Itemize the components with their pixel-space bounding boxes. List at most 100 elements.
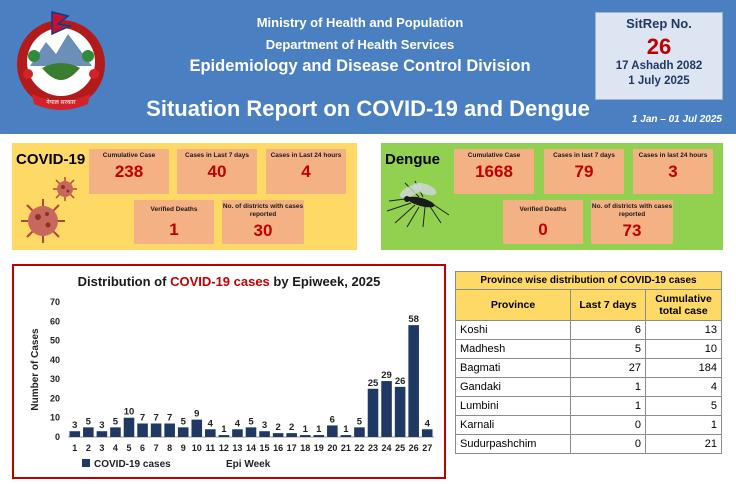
chart-title-suffix: by Epiweek, 2025: [269, 274, 381, 289]
bar-data-label: 25: [368, 378, 379, 389]
last7-cell: 0: [570, 434, 646, 454]
bar-data-label: 2: [289, 422, 294, 433]
column-header: Province: [455, 289, 571, 321]
x-tick-label: 5: [126, 443, 131, 453]
province-name-cell: Lumbini: [455, 396, 571, 416]
bar: [394, 386, 406, 437]
card-label: Verified Deaths: [150, 206, 198, 213]
province-name-cell: Bagmati: [455, 358, 571, 378]
report-period: 1 Jan – 01 Jul 2025: [631, 114, 722, 125]
bar-data-label: 3: [262, 420, 267, 431]
x-tick-label: 9: [181, 443, 186, 453]
bar-data-label: 58: [408, 314, 419, 325]
legend-swatch: [82, 459, 90, 467]
x-tick-label: 17: [287, 443, 297, 453]
table-caption: Province wise distribution of COVID-19 c…: [455, 271, 722, 290]
x-tick-label: 27: [422, 443, 432, 453]
x-tick-label: 16: [273, 443, 283, 453]
x-tick-label: 20: [327, 443, 337, 453]
card-label: Cases in Last 7 days: [185, 152, 249, 159]
card-value: 1668: [475, 162, 513, 181]
last7-cell: 0: [570, 415, 646, 435]
x-tick-label: 14: [246, 443, 256, 453]
table-row: Lumbini 1 5: [455, 396, 722, 416]
x-tick-label: 4: [113, 443, 118, 453]
province-name-cell: Koshi: [455, 320, 571, 340]
y-tick-label: 0: [55, 432, 60, 442]
card-label: Verified Deaths: [519, 206, 567, 213]
province-name-cell: Karnali: [455, 415, 571, 435]
card-value: 238: [114, 162, 144, 181]
bar-data-label: 26: [395, 376, 406, 387]
x-tick-label: 2: [86, 443, 91, 453]
dengue-summary-panel: Dengue Cumulative Case 1668 Cases in las…: [381, 143, 723, 250]
y-tick-label: 10: [50, 413, 60, 423]
bar-data-label: 29: [381, 370, 392, 381]
bar-data-label: 1: [221, 424, 227, 435]
bar: [164, 423, 175, 437]
card-value: 1: [169, 220, 179, 239]
nepal-emblem-logo: नेपाल सरकार: [17, 11, 105, 110]
card-value: 4: [301, 162, 311, 181]
legend-label: COVID-19 cases: [94, 459, 171, 470]
bar-data-label: 2: [275, 422, 280, 433]
x-tick-label: 18: [300, 443, 310, 453]
x-tick-label: 8: [167, 443, 172, 453]
column-header: Cumulative total case: [645, 289, 722, 321]
covid-deaths-card: Verified Deaths 1: [134, 200, 214, 244]
y-tick-label: 60: [50, 316, 60, 326]
bar-data-label: 4: [235, 418, 241, 429]
card-label: Cumulative Case: [102, 152, 156, 159]
last7-cell: 5: [570, 339, 646, 359]
column-header: Last 7 days: [570, 289, 646, 321]
bar: [191, 419, 203, 437]
card-value: 3: [668, 162, 678, 181]
bar-data-label: 4: [208, 418, 214, 429]
department-name: Department of Health Services: [265, 37, 455, 52]
cumulative-cell: 10: [645, 339, 722, 359]
x-tick-label: 3: [99, 443, 104, 453]
bar: [232, 429, 243, 437]
x-tick-label: 19: [314, 443, 324, 453]
x-tick-label: 22: [354, 443, 364, 453]
card-value: 30: [253, 221, 273, 240]
covid-districts-card: No. of districts with cases reported 30: [222, 200, 304, 244]
bar: [381, 381, 392, 437]
bar: [421, 429, 433, 437]
last7-cell: 1: [570, 396, 646, 416]
bar: [96, 431, 108, 437]
report-header: नेपाल सरकार Ministry of Health and Popul…: [0, 0, 736, 134]
x-tick-label: 7: [154, 443, 159, 453]
card-value: 79: [574, 162, 594, 181]
bar: [69, 431, 81, 437]
bar: [259, 431, 270, 437]
card-label: Cases in Last 24 hours: [270, 152, 342, 159]
card-value: 0: [538, 220, 548, 239]
table-body: Koshi 6 13 Madhesh 5 10 Bagmati 27 184 Gandaki 1 4 L…: [455, 320, 722, 454]
card-label: Cases in last 24 hours: [638, 152, 708, 159]
last7-cell: 27: [570, 358, 646, 378]
x-tick-label: 23: [368, 443, 378, 453]
bar-data-label: 1: [303, 424, 309, 435]
bar-data-label: 7: [167, 413, 172, 424]
bar: [367, 388, 379, 437]
bar-data-label: 6: [330, 414, 335, 425]
bar: [205, 429, 216, 437]
bar-data-label: 7: [153, 413, 158, 424]
table-caption-row: Province wise distribution of COVID-19 c…: [455, 271, 722, 290]
y-tick-label: 50: [50, 336, 60, 346]
bar: [123, 417, 135, 437]
card-label: No. of districts with cases reported: [222, 203, 304, 218]
bar: [137, 423, 148, 437]
bar: [327, 425, 338, 437]
ministry-name: Ministry of Health and Population: [256, 15, 464, 30]
covid-summary-panel: COVID-19 Cumulative Case 238 Cases in La…: [12, 143, 357, 250]
bar-data-label: 5: [113, 416, 119, 427]
card-value: 73: [622, 221, 642, 240]
sitrep-number: 26: [646, 34, 672, 59]
x-tick-label: 21: [341, 443, 351, 453]
x-tick-label: 26: [409, 443, 419, 453]
x-tick-label: 10: [192, 443, 202, 453]
x-tick-label: 6: [140, 443, 145, 453]
